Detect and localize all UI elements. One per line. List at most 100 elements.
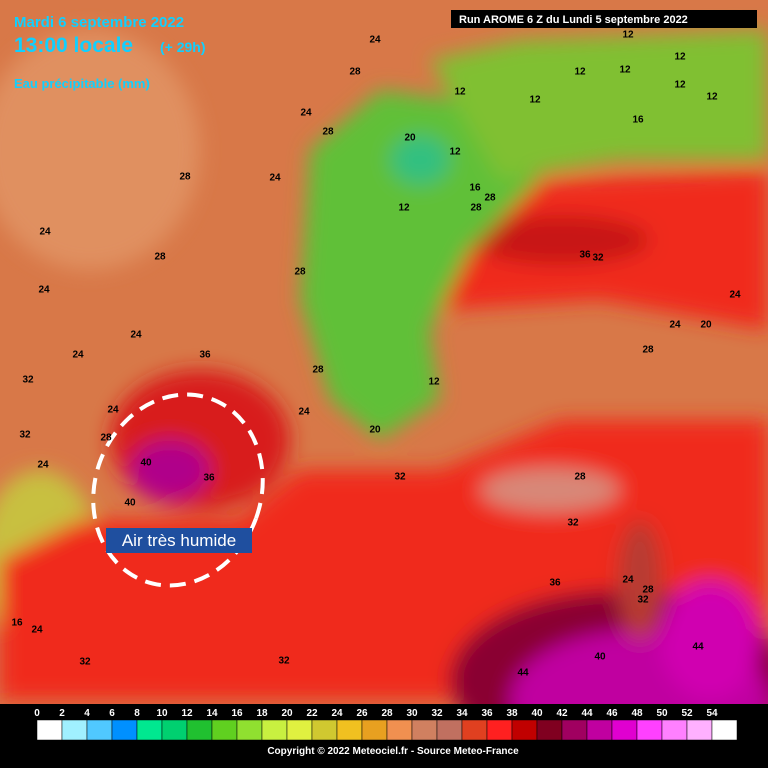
legend-swatch bbox=[161, 719, 188, 741]
contour-label: 36 bbox=[199, 350, 211, 361]
contour-label: 16 bbox=[469, 183, 481, 194]
legend-swatch bbox=[511, 719, 538, 741]
run-info: Run AROME 6 Z du Lundi 5 septembre 2022 bbox=[459, 14, 688, 26]
contour-label: 12 bbox=[622, 30, 634, 41]
contour-label: 28 bbox=[574, 472, 586, 483]
contour-label: 12 bbox=[449, 147, 461, 158]
legend-swatch bbox=[586, 719, 613, 741]
contour-label: 36 bbox=[579, 250, 591, 261]
legend-label: 48 bbox=[631, 708, 643, 719]
legend-swatch bbox=[711, 719, 738, 741]
contour-label: 28 bbox=[322, 127, 334, 138]
legend-label: 28 bbox=[381, 708, 393, 719]
legend-label: 16 bbox=[231, 708, 243, 719]
run-box bbox=[451, 10, 757, 28]
legend-label: 12 bbox=[181, 708, 193, 719]
contour-label: 32 bbox=[567, 518, 579, 529]
contour-label: 12 bbox=[574, 67, 586, 78]
date: Mardi 6 septembre 2022 bbox=[14, 14, 184, 31]
contour-label: 24 bbox=[300, 108, 312, 119]
contour-label: 28 bbox=[312, 365, 324, 376]
contour-label: 24 bbox=[38, 285, 50, 296]
contour-label: 12 bbox=[398, 203, 410, 214]
legend-swatch bbox=[361, 719, 388, 741]
legend-label: 30 bbox=[406, 708, 418, 719]
legend-label: 36 bbox=[481, 708, 493, 719]
legend-swatch bbox=[411, 719, 438, 741]
time: 13:00 locale bbox=[14, 34, 133, 57]
contour-label: 12 bbox=[529, 95, 541, 106]
legend-label: 2 bbox=[59, 708, 65, 719]
legend-label: 44 bbox=[581, 708, 593, 719]
legend-swatch bbox=[211, 719, 238, 741]
legend-swatch bbox=[111, 719, 138, 741]
legend-label: 26 bbox=[356, 708, 368, 719]
contour-label: 20 bbox=[404, 133, 416, 144]
legend-swatch bbox=[236, 719, 263, 741]
contour-label: 12 bbox=[428, 377, 440, 388]
contour-label: 40 bbox=[594, 652, 606, 663]
annotation: Air très humide bbox=[122, 531, 236, 550]
contour-label: 20 bbox=[369, 425, 381, 436]
legend-label: 42 bbox=[556, 708, 568, 719]
legend-swatch bbox=[386, 719, 413, 741]
legend-label: 6 bbox=[109, 708, 115, 719]
contour-label: 28 bbox=[294, 267, 306, 278]
contour-label: 24 bbox=[31, 625, 43, 636]
legend-label: 8 bbox=[134, 708, 140, 719]
contour-label: 28 bbox=[100, 433, 112, 444]
legend-label: 34 bbox=[456, 708, 468, 719]
legend-swatch bbox=[661, 719, 688, 741]
field-name: Eau précipitable (mm) bbox=[14, 76, 150, 91]
legend-label: 22 bbox=[306, 708, 318, 719]
legend-label: 52 bbox=[681, 708, 693, 719]
contour-label: 32 bbox=[394, 472, 406, 483]
contour-label: 12 bbox=[706, 92, 718, 103]
legend-label: 24 bbox=[331, 708, 343, 719]
legend-swatch bbox=[86, 719, 113, 741]
legend-label: 10 bbox=[156, 708, 168, 719]
legend-swatch bbox=[686, 719, 713, 741]
contour-label: 12 bbox=[674, 80, 686, 91]
contour-label: 28 bbox=[470, 203, 482, 214]
annotation-box bbox=[106, 528, 252, 553]
legend: 0 2 4 6 8 10 12 14 16 18 20 22 24 26 28 30 32 34 36 38 40 42 4… bbox=[34, 708, 738, 741]
contour-label: 28 bbox=[349, 67, 361, 78]
contour-label: 28 bbox=[484, 193, 496, 204]
legend-swatch bbox=[286, 719, 313, 741]
legend-swatch bbox=[536, 719, 563, 741]
legend-swatch bbox=[436, 719, 463, 741]
legend-swatch bbox=[336, 719, 363, 741]
legend-swatch bbox=[611, 719, 638, 741]
legend-label: 54 bbox=[706, 708, 718, 719]
contour-label: 28 bbox=[642, 585, 654, 596]
legend-swatch bbox=[636, 719, 663, 741]
contour-label: 24 bbox=[298, 407, 310, 418]
contour-label: 24 bbox=[107, 405, 119, 416]
contour-label: 24 bbox=[72, 350, 84, 361]
legend-swatch bbox=[311, 719, 338, 741]
legend-label: 18 bbox=[256, 708, 268, 719]
legend-label: 14 bbox=[206, 708, 218, 719]
footer: Copyright © 2022 Meteociel.fr - Source M… bbox=[267, 746, 519, 757]
contour-label: 32 bbox=[79, 657, 91, 668]
contour-label: 40 bbox=[140, 458, 152, 469]
contour-label: 28 bbox=[642, 345, 654, 356]
legend-swatch bbox=[261, 719, 288, 741]
contour-label: 32 bbox=[592, 253, 604, 264]
legend-swatch bbox=[561, 719, 588, 741]
legend-label: 20 bbox=[281, 708, 293, 719]
contour-label: 24 bbox=[37, 460, 49, 471]
contour-label: 24 bbox=[39, 227, 51, 238]
contour-label: 24 bbox=[130, 330, 142, 341]
contour-label: 44 bbox=[517, 668, 529, 679]
legend-label: 40 bbox=[531, 708, 543, 719]
contour-label: 24 bbox=[622, 575, 634, 586]
legend-label: 4 bbox=[84, 708, 90, 719]
contour-label: 12 bbox=[674, 52, 686, 63]
legend-swatch bbox=[61, 719, 88, 741]
contour-label: 24 bbox=[669, 320, 681, 331]
contour-label: 12 bbox=[619, 65, 631, 76]
